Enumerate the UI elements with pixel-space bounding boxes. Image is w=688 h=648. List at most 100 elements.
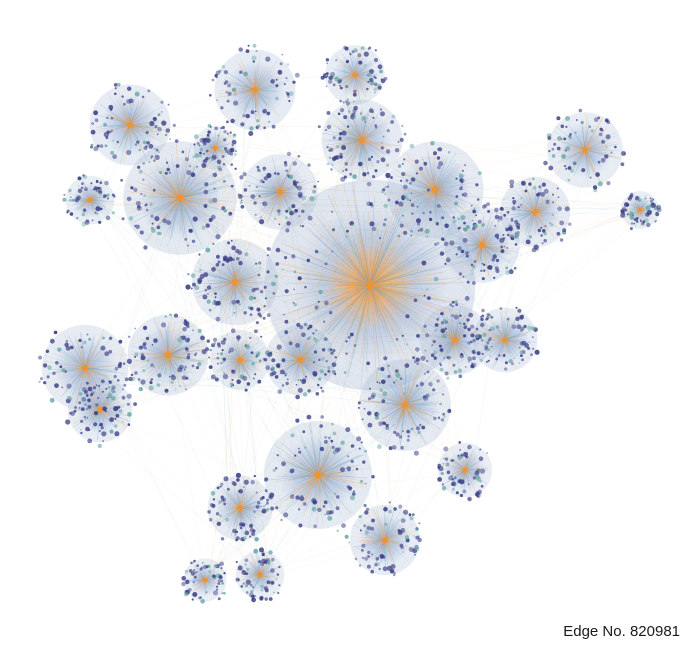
graph-node	[433, 350, 437, 354]
graph-node	[403, 158, 405, 160]
graph-node	[372, 227, 376, 231]
graph-node	[377, 444, 382, 449]
graph-node	[263, 360, 265, 362]
graph-node	[235, 249, 239, 253]
graph-node	[357, 53, 361, 57]
graph-node	[216, 255, 220, 259]
graph-node	[275, 262, 279, 266]
graph-node	[277, 209, 281, 213]
graph-node	[250, 313, 253, 316]
graph-node	[489, 355, 491, 357]
graph-node	[295, 495, 299, 499]
graph-node	[405, 179, 408, 182]
graph-node	[179, 365, 184, 370]
graph-node	[253, 60, 255, 62]
graph-node	[236, 257, 240, 261]
graph-node	[250, 307, 254, 311]
graph-node	[205, 248, 210, 253]
graph-node	[414, 554, 416, 556]
graph-node	[375, 126, 378, 129]
graph-node	[143, 141, 147, 145]
graph-node	[283, 512, 288, 517]
graph-node	[88, 387, 93, 392]
graph-node	[256, 505, 260, 509]
graph-node	[348, 110, 350, 112]
graph-hub-node	[432, 187, 438, 193]
graph-node	[118, 409, 122, 413]
graph-node	[39, 381, 41, 383]
graph-node	[244, 311, 247, 314]
graph-node	[480, 318, 483, 321]
graph-node	[213, 498, 215, 500]
graph-node	[207, 293, 209, 295]
graph-node	[332, 349, 335, 352]
graph-node	[474, 207, 476, 209]
graph-node	[521, 181, 526, 186]
graph-node	[260, 216, 262, 218]
graph-node	[217, 522, 221, 526]
graph-node	[197, 278, 202, 283]
graph-node	[288, 100, 290, 102]
graph-node	[377, 367, 380, 370]
graph-node	[326, 360, 328, 362]
graph-node	[57, 347, 61, 351]
graph-node	[207, 339, 210, 342]
graph-node	[376, 557, 380, 561]
graph-node	[465, 366, 467, 368]
graph-node	[388, 510, 392, 514]
graph-node	[303, 430, 306, 433]
graph-node	[258, 309, 261, 312]
graph-node	[88, 338, 91, 341]
graph-node	[109, 417, 114, 422]
graph-hub-node	[82, 365, 88, 371]
graph-node	[606, 146, 608, 148]
graph-node	[224, 82, 227, 85]
graph-node	[240, 527, 243, 530]
graph-node	[602, 130, 604, 132]
graph-node	[317, 181, 319, 183]
graph-node	[115, 87, 117, 89]
graph-hub-node	[382, 537, 388, 543]
graph-node	[142, 344, 146, 348]
graph-node	[367, 182, 372, 187]
graph-node	[393, 431, 396, 434]
graph-node	[184, 321, 189, 326]
graph-node	[387, 186, 389, 188]
graph-node	[379, 237, 381, 239]
graph-node	[324, 373, 327, 376]
graph-node	[400, 446, 404, 450]
graph-node	[202, 349, 207, 354]
graph-node	[91, 130, 96, 135]
graph-node	[557, 232, 561, 236]
graph-node	[454, 315, 459, 320]
graph-node	[452, 216, 455, 219]
graph-node	[416, 358, 420, 362]
graph-node	[275, 84, 278, 87]
graph-node	[364, 408, 366, 410]
graph-node	[402, 551, 404, 553]
graph-node	[321, 357, 325, 361]
graph-node	[327, 370, 330, 373]
graph-node	[487, 210, 490, 213]
graph-node	[465, 251, 468, 254]
graph-node	[442, 334, 447, 339]
graph-node	[216, 263, 220, 267]
graph-node	[335, 59, 337, 61]
graph-node	[134, 328, 136, 330]
graph-node	[503, 354, 505, 356]
graph-node	[472, 281, 476, 285]
graph-node	[139, 170, 143, 174]
graph-node	[269, 495, 273, 499]
graph-node	[535, 350, 540, 355]
graph-node	[444, 416, 446, 418]
graph-node	[602, 141, 604, 143]
graph-node	[221, 537, 224, 540]
graph-node	[312, 507, 317, 512]
graph-node	[463, 192, 468, 197]
graph-node	[266, 366, 271, 371]
graph-node	[405, 314, 409, 318]
graph-node	[122, 389, 124, 391]
graph-node	[400, 224, 404, 228]
graph-node	[189, 165, 191, 167]
graph-node	[520, 351, 524, 355]
